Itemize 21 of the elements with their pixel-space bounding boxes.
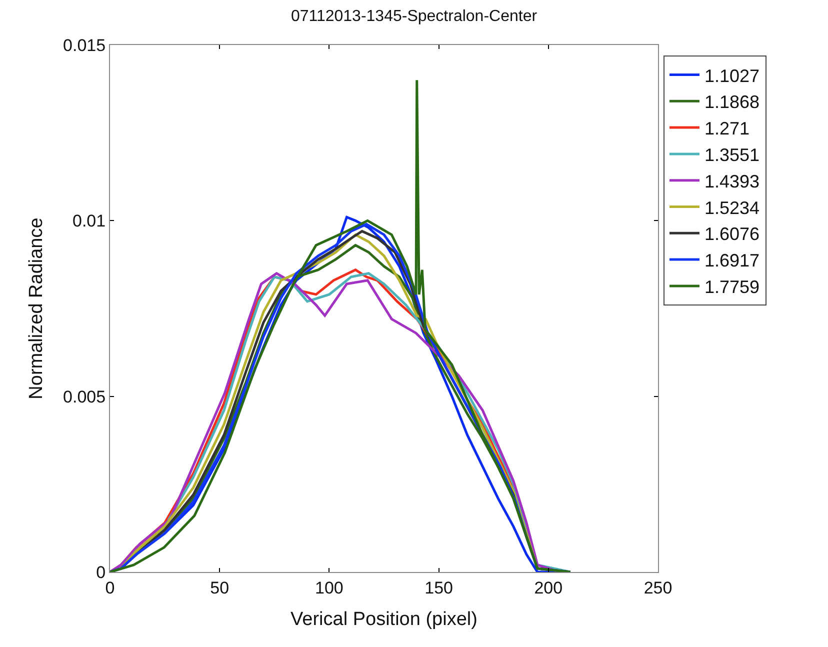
x-tick-label: 150 xyxy=(424,578,453,598)
legend-label: 1.1027 xyxy=(704,66,760,86)
legend-label: 1.1868 xyxy=(704,92,760,112)
x-tick-label: 200 xyxy=(534,578,563,598)
x-tick-label: 100 xyxy=(315,578,344,598)
y-tick-label: 0.015 xyxy=(63,36,106,55)
chart-title: 07112013-1345-Spectralon-Center xyxy=(290,8,538,25)
legend-label: 1.6917 xyxy=(704,250,760,271)
x-tick-label: 250 xyxy=(644,578,672,598)
y-tick-label: 0 xyxy=(96,562,106,582)
x-axis-title: Verical Position (pixel) xyxy=(290,609,478,630)
legend-label: 1.3551 xyxy=(704,144,760,165)
legend-label: 1.271 xyxy=(704,118,750,139)
legend-label: 1.6076 xyxy=(704,224,760,244)
y-tick-label: 0.005 xyxy=(63,387,106,406)
legend-label: 1.5234 xyxy=(704,198,760,218)
legend-label: 1.7759 xyxy=(704,276,760,297)
x-tick-label: 50 xyxy=(210,578,230,598)
y-tick-label: 0.01 xyxy=(72,212,106,231)
y-axis-title: Normalized Radiance xyxy=(26,218,47,400)
legend-label: 1.4393 xyxy=(704,171,760,192)
